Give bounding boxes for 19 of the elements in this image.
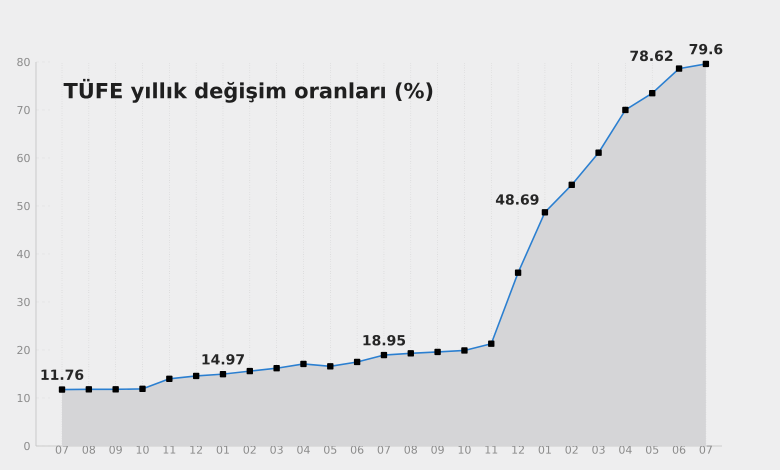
y-tick-label: 60 xyxy=(17,154,30,162)
y-tick-label: 20 xyxy=(17,346,30,354)
x-tick-label: 04 xyxy=(297,446,310,454)
x-tick-label: 07 xyxy=(700,446,712,454)
y-tick-label: 80 xyxy=(17,58,30,66)
text: TÜFE yıllık değişim oranları (%) xyxy=(64,78,432,103)
data-label: 18.95 xyxy=(363,334,406,346)
data-label: 11.76 xyxy=(42,369,84,380)
y-tick-label: 70 xyxy=(17,106,30,114)
y-tick-label: 0 xyxy=(24,442,30,450)
y-tick-label: 30 xyxy=(17,298,30,306)
data-label: 14.97 xyxy=(202,354,244,365)
y-tick-label: 40 xyxy=(17,250,30,258)
data-label: 48.69 xyxy=(496,194,539,205)
x-tick-label: 04 xyxy=(619,446,632,454)
data-label: 78.62 xyxy=(630,50,672,62)
y-tick-label: 50 xyxy=(17,202,30,210)
data-label: 79.6 xyxy=(690,44,722,54)
y-tick-label: 10 xyxy=(18,394,30,402)
